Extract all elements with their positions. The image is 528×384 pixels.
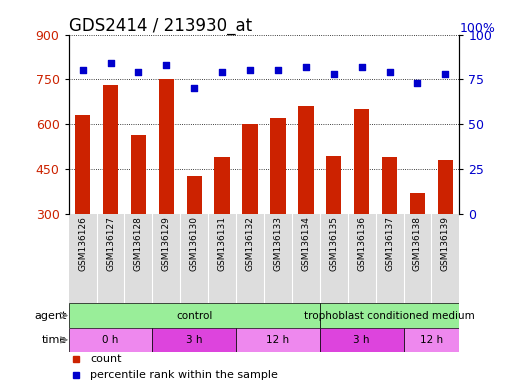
Bar <box>320 328 403 352</box>
Bar <box>131 135 146 214</box>
Text: GSM136126: GSM136126 <box>78 217 87 271</box>
Text: 12 h: 12 h <box>420 335 443 345</box>
Text: GSM136133: GSM136133 <box>274 217 282 271</box>
Text: percentile rank within the sample: percentile rank within the sample <box>90 369 278 379</box>
Text: GSM136134: GSM136134 <box>301 217 310 271</box>
Bar <box>320 303 459 328</box>
Text: 0 h: 0 h <box>102 335 119 345</box>
Text: GSM136136: GSM136136 <box>357 217 366 271</box>
Bar <box>69 328 153 352</box>
Bar <box>75 115 90 214</box>
Bar <box>186 176 202 214</box>
Bar <box>410 193 425 214</box>
Bar <box>438 160 453 214</box>
Point <box>246 67 254 73</box>
Bar <box>158 79 174 214</box>
Text: GSM136128: GSM136128 <box>134 217 143 271</box>
Point <box>190 85 199 91</box>
Text: GSM136127: GSM136127 <box>106 217 115 271</box>
Text: GSM136129: GSM136129 <box>162 217 171 271</box>
Bar <box>270 118 286 214</box>
Point <box>385 69 394 75</box>
Text: time: time <box>42 335 67 345</box>
Bar <box>354 109 370 214</box>
Text: GSM136139: GSM136139 <box>441 217 450 271</box>
Point <box>441 71 450 77</box>
Bar <box>103 85 118 214</box>
Bar <box>242 124 258 214</box>
Point <box>329 71 338 77</box>
Text: GSM136135: GSM136135 <box>329 217 338 271</box>
Point <box>162 62 171 68</box>
Text: GSM136130: GSM136130 <box>190 217 199 271</box>
Bar <box>236 328 320 352</box>
Bar <box>69 303 320 328</box>
Bar <box>214 157 230 214</box>
Point <box>301 64 310 70</box>
Text: GSM136131: GSM136131 <box>218 217 227 271</box>
Text: 100%: 100% <box>459 22 495 35</box>
Text: 3 h: 3 h <box>353 335 370 345</box>
Point <box>218 69 227 75</box>
Point <box>413 80 422 86</box>
Point <box>106 60 115 66</box>
Text: GSM136132: GSM136132 <box>246 217 254 271</box>
Text: 3 h: 3 h <box>186 335 202 345</box>
Text: control: control <box>176 311 212 321</box>
Text: GSM136138: GSM136138 <box>413 217 422 271</box>
Point <box>78 67 87 73</box>
Text: trophoblast conditioned medium: trophoblast conditioned medium <box>304 311 475 321</box>
Text: GSM136137: GSM136137 <box>385 217 394 271</box>
Bar <box>403 328 459 352</box>
Bar <box>153 328 236 352</box>
Bar <box>382 157 397 214</box>
Text: GDS2414 / 213930_at: GDS2414 / 213930_at <box>69 17 252 35</box>
Text: 12 h: 12 h <box>267 335 289 345</box>
Bar <box>326 156 342 214</box>
Point <box>134 69 143 75</box>
Point <box>357 64 366 70</box>
Text: count: count <box>90 354 121 364</box>
Text: agent: agent <box>35 311 67 321</box>
Point <box>274 67 282 73</box>
Bar <box>298 106 314 214</box>
